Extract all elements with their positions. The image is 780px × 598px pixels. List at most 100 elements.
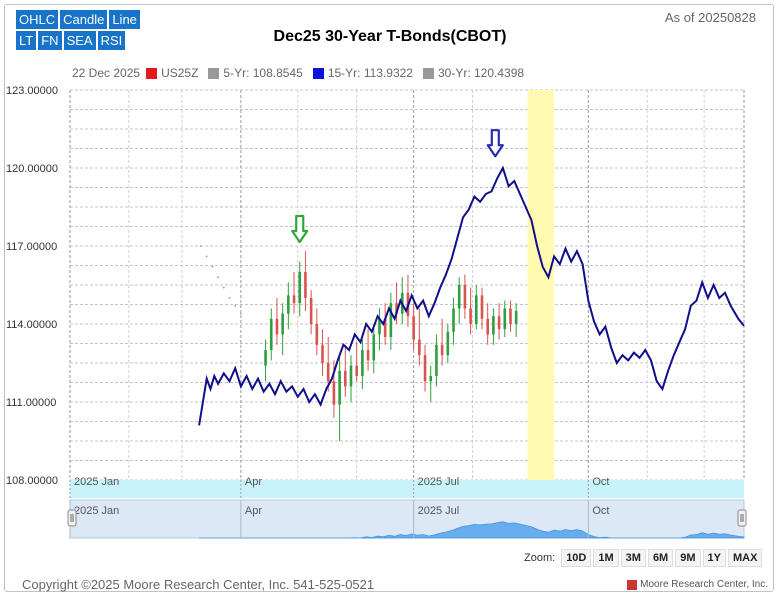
candle-body xyxy=(446,331,450,356)
candle xyxy=(440,318,444,366)
candle-body xyxy=(372,334,376,361)
candle xyxy=(378,308,381,350)
mrc-logo-icon xyxy=(627,579,638,590)
candle-body xyxy=(514,311,518,324)
zoom-6m-button[interactable]: 6M xyxy=(647,549,674,567)
candle xyxy=(321,329,324,376)
candle-body xyxy=(389,303,393,337)
candle-body xyxy=(497,316,501,330)
legend-label: 5-Yr: 108.8545 xyxy=(223,66,303,80)
navigator-tick-label: Apr xyxy=(245,505,262,517)
copyright: Copyright ©2025 Moore Research Center, I… xyxy=(22,577,375,592)
candle xyxy=(372,324,376,374)
signal-arrows xyxy=(291,129,504,244)
navigator[interactable]: 2025 Jan Apr 2025 Jul Oct xyxy=(67,499,747,539)
candle xyxy=(287,282,290,330)
zoom-1y-button[interactable]: 1Y xyxy=(702,549,726,567)
y-tick-label: 123.00000 xyxy=(6,85,58,97)
ohlc-button[interactable]: OHLC xyxy=(16,10,59,29)
candle-body xyxy=(275,318,279,335)
navigator-right-handle[interactable] xyxy=(737,509,747,527)
candle-body xyxy=(452,308,455,332)
candle xyxy=(452,298,455,345)
y-tick-label: 114.00000 xyxy=(6,319,57,331)
candle-body xyxy=(469,308,472,324)
candle-body xyxy=(480,295,484,319)
lt-button[interactable]: LT xyxy=(16,31,37,50)
legend: 22 Dec 2025 US25Z 5-Yr: 108.8545 15-Yr: … xyxy=(72,66,528,80)
legend-item-5yr[interactable]: 5-Yr: 108.8545 xyxy=(208,66,303,80)
candle-body xyxy=(361,350,364,376)
legend-date: 22 Dec 2025 xyxy=(72,66,141,80)
zoom-1m-button[interactable]: 1M xyxy=(593,549,619,567)
candle-body xyxy=(321,344,324,363)
candle xyxy=(469,287,472,335)
faint-point xyxy=(211,265,214,268)
faint-point xyxy=(205,255,208,258)
grid xyxy=(69,89,745,481)
candle-body xyxy=(366,350,370,361)
study-buttons: LT FN SEA RSI xyxy=(16,31,126,50)
candle-body xyxy=(435,344,438,376)
candle-body xyxy=(429,376,433,382)
chart-frame xyxy=(4,4,774,592)
candle-body xyxy=(474,295,478,324)
candle xyxy=(355,342,358,382)
fn-button[interactable]: FN xyxy=(38,31,62,50)
rsi-button[interactable]: RSI xyxy=(97,31,126,50)
x-tick-label: Apr xyxy=(245,476,262,488)
navigator-left-handle[interactable] xyxy=(67,509,77,527)
legend-item-15yr[interactable]: 15-Yr: 113.9322 xyxy=(312,66,413,80)
legend-item-30yr[interactable]: 30-Yr: 120.4398 xyxy=(422,66,524,80)
candle-body xyxy=(298,272,302,304)
faint-point xyxy=(239,312,242,315)
candle-body xyxy=(349,365,353,387)
candle xyxy=(304,251,307,311)
line-button[interactable]: Line xyxy=(109,10,140,29)
zoom-9m-button[interactable]: 9M xyxy=(675,549,701,567)
candle-body xyxy=(315,324,319,345)
candle xyxy=(349,355,353,402)
candle-body xyxy=(423,355,427,382)
signal-arrow-icon xyxy=(486,129,504,158)
candle-body xyxy=(292,295,296,304)
signal-arrow-icon xyxy=(291,214,309,244)
candle xyxy=(395,282,398,324)
navigator-area xyxy=(199,521,745,539)
zoom-max-button[interactable]: MAX xyxy=(727,549,763,567)
zoom-controls: Zoom: 10D 1M 3M 6M 9M 1Y MAX xyxy=(524,549,763,567)
zoom-10d-button[interactable]: 10D xyxy=(561,549,592,567)
candle xyxy=(480,287,484,330)
candle-body xyxy=(440,344,444,356)
candle xyxy=(281,303,284,356)
y-tick-label: 108.00000 xyxy=(6,475,58,487)
candle xyxy=(514,303,518,337)
candle-button[interactable]: Candle xyxy=(60,10,108,29)
x-axis-band xyxy=(70,480,744,498)
zoom-3m-button[interactable]: 3M xyxy=(620,549,646,567)
faint-point xyxy=(217,276,219,279)
candle xyxy=(315,308,319,356)
candle xyxy=(389,292,393,350)
sea-button[interactable]: SEA xyxy=(63,31,96,50)
candle-body xyxy=(412,316,415,340)
candle xyxy=(361,339,364,389)
x-tick-label: Oct xyxy=(592,476,609,488)
legend-label: 15-Yr: 113.9322 xyxy=(327,66,413,80)
candle xyxy=(457,277,461,324)
candle-body xyxy=(287,295,290,314)
legend-swatch xyxy=(422,67,434,79)
brand-name: Moore Research Center, Inc. xyxy=(640,579,768,590)
candle xyxy=(497,303,501,340)
candle-body xyxy=(264,350,267,366)
candle xyxy=(292,272,296,314)
candle xyxy=(418,308,421,366)
y-tick-label: 120.00000 xyxy=(6,163,58,175)
seasonal-window-highlight xyxy=(527,90,555,480)
candle-body xyxy=(338,370,341,405)
faint-point xyxy=(234,304,237,307)
zoom-label: Zoom: xyxy=(524,552,556,564)
legend-item-us25z[interactable]: US25Z xyxy=(146,66,198,80)
brand[interactable]: Moore Research Center, Inc. xyxy=(627,579,768,590)
